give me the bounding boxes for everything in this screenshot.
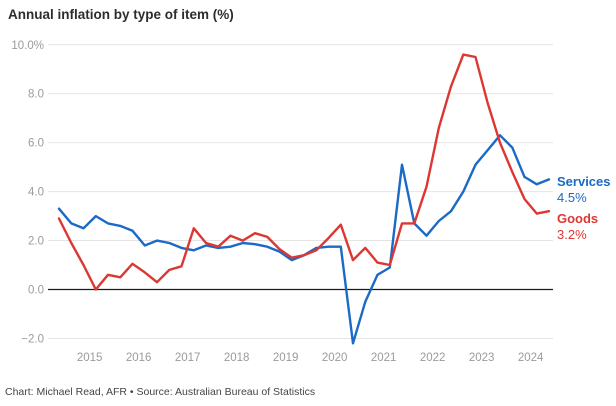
- x-axis-tick-label: 2017: [175, 352, 201, 364]
- chart-footer: Chart: Michael Read, AFR • Source: Austr…: [5, 386, 316, 398]
- y-axis-tick-label: 0.0: [28, 285, 44, 297]
- y-axis-tick-label: 6.0: [28, 138, 44, 150]
- series-value-goods: 3.2%: [557, 227, 587, 242]
- chart-title: Annual inflation by type of item (%): [8, 7, 234, 22]
- y-axis-tick-label: 10.0%: [11, 40, 44, 52]
- x-axis-tick-label: 2020: [322, 352, 348, 364]
- x-axis-tick-label: 2021: [371, 352, 397, 364]
- x-axis-tick-label: 2024: [518, 352, 544, 364]
- series-line-goods: [57, 53, 551, 291]
- x-axis-tick-label: 2022: [420, 352, 446, 364]
- x-axis-tick-label: 2016: [126, 352, 152, 364]
- series-label-services: Services: [557, 174, 611, 189]
- series-label-goods: Goods: [557, 211, 599, 226]
- x-axis-tick-label: 2023: [469, 352, 495, 364]
- x-axis-tick-label: 2018: [224, 352, 250, 364]
- x-axis-tick-label: 2015: [77, 352, 103, 364]
- x-axis-tick-label: 2019: [273, 352, 299, 364]
- series-line-services: [57, 134, 551, 345]
- y-axis-tick-label: −2.0: [21, 333, 44, 345]
- series-value-services: 4.5%: [557, 190, 587, 205]
- y-axis-tick-label: 2.0: [28, 236, 44, 248]
- y-axis-tick-label: 8.0: [28, 89, 44, 101]
- y-axis-tick-label: 4.0: [28, 187, 44, 199]
